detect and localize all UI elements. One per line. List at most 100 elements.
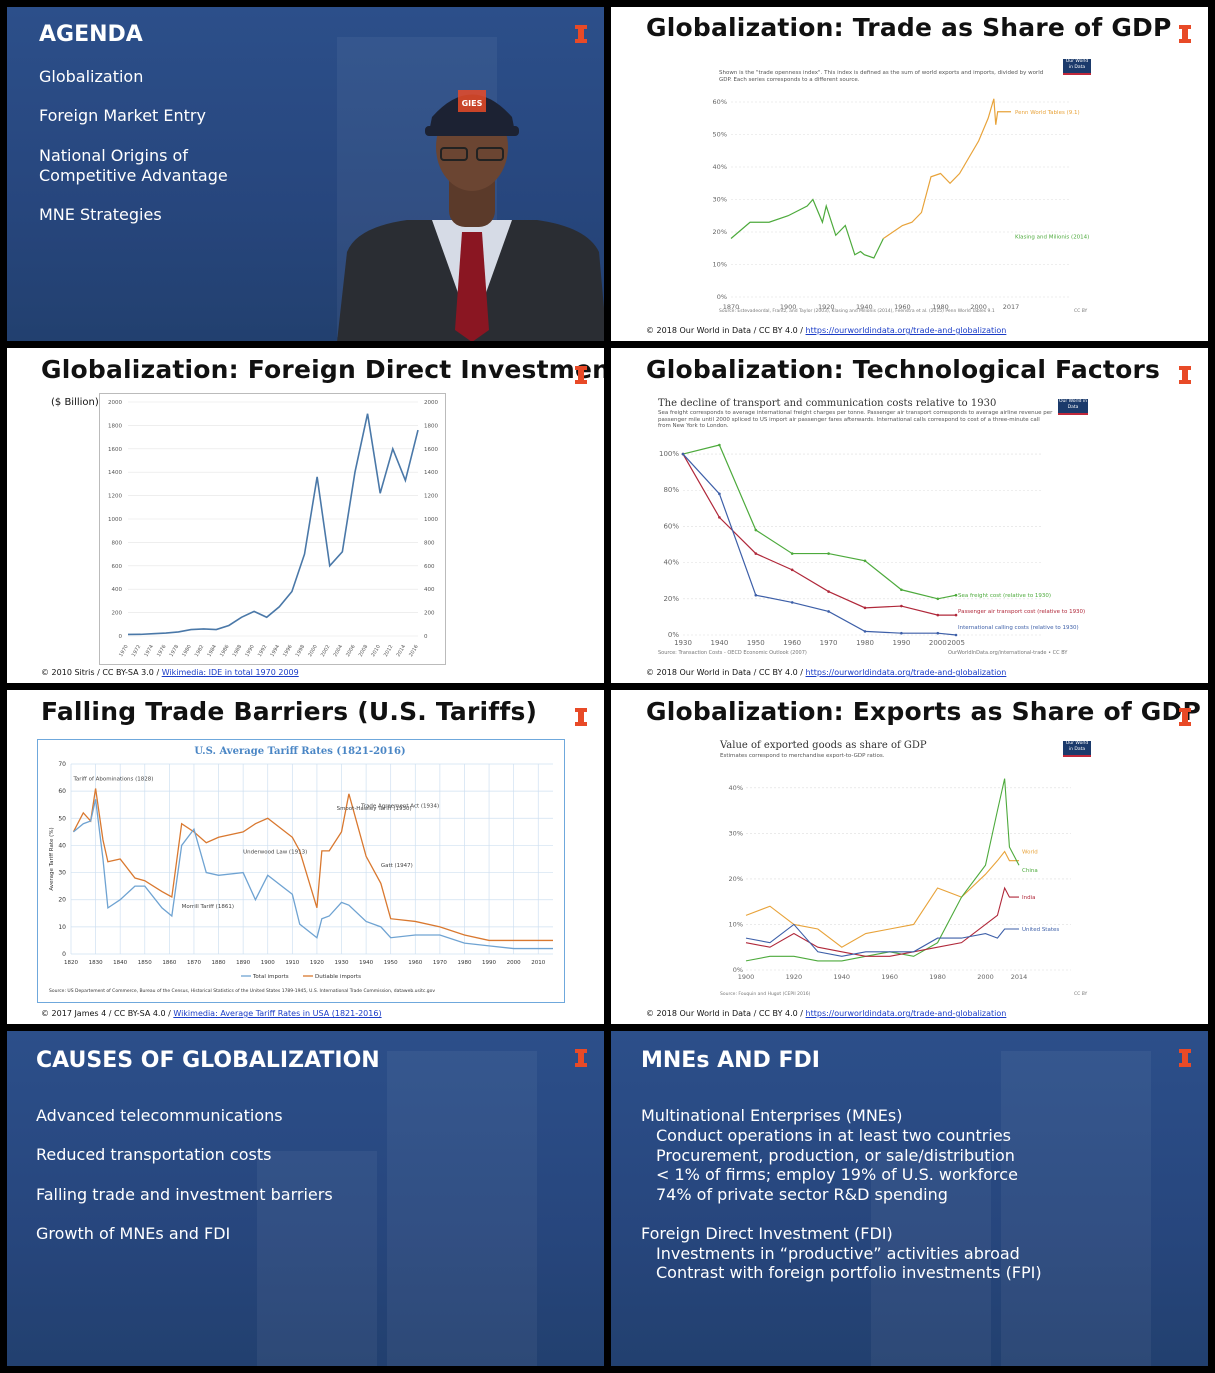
series-line-air-transport-point <box>954 613 958 617</box>
tech-chart: 0% 20% 40% 60% 80% 100% 1930 1940 1950 1960 1970 19… <box>659 443 1085 647</box>
cap-logo-text: GIES <box>462 99 483 108</box>
x-tick-label: 1992 <box>257 644 269 658</box>
tariffs-footer: © 2017 James 4 / CC BY-SA 4.0 / Wikimedi… <box>41 1009 382 1018</box>
illinois-logo-icon <box>575 366 587 384</box>
x-tick-label: 1974 <box>143 644 155 658</box>
x-tick-label: 1920 <box>310 960 324 966</box>
x-tick-label: 1984 <box>206 644 218 658</box>
y-tick-label: 0 <box>119 634 123 640</box>
x-tick-label: 2000 <box>970 303 987 311</box>
x-tick-label: 2017 <box>1003 303 1020 311</box>
y-tick-label-right: 800 <box>424 540 435 546</box>
footer-credit: © 2018 Our World in Data / CC BY 4.0 / <box>646 668 806 677</box>
fdi-sub-portfolio: Contrast with foreign portfolio investme… <box>656 1263 1042 1282</box>
y-tick-label: 20% <box>713 228 727 236</box>
footer-credit: © 2018 Our World in Data / CC BY 4.0 / <box>646 1009 806 1018</box>
tech-license: OurWorldInData.org/international-trade •… <box>948 650 1068 656</box>
x-tick-label: 2014 <box>396 644 408 658</box>
x-tick-label: 1940 <box>834 973 851 981</box>
x-tick-label: 1970 <box>433 960 447 966</box>
illinois-logo-icon <box>575 708 587 726</box>
series-line-sea-freight-point <box>954 593 958 597</box>
series-line-sea-freight-point <box>827 552 830 555</box>
x-tick-label: 1870 <box>187 960 201 966</box>
illinois-logo-icon <box>575 1049 587 1067</box>
chart-annotation: Tariff of Abominations (1828) <box>72 776 153 782</box>
tech-source: Source: Transaction Costs - OECD Economi… <box>658 650 807 656</box>
causes-title: CAUSES OF GLOBALIZATION <box>36 1048 380 1073</box>
trade-gdp-note: Shown is the "trade openness index". Thi… <box>719 70 1044 83</box>
footer-credit: © 2010 Sitris / CC BY-SA 3.0 / <box>41 668 162 677</box>
footer-link[interactable]: Wikimedia: Average Tariff Rates in USA (… <box>173 1009 382 1018</box>
series-line-calling-point <box>936 631 940 635</box>
footer-link[interactable]: https://ourworldindata.org/trade-and-glo… <box>805 326 1007 335</box>
y-tick-label-right: 2000 <box>424 400 438 406</box>
x-tick-label: 2004 <box>333 644 345 658</box>
x-tick-label: 1930 <box>335 960 349 966</box>
series-line-sea-freight-point <box>863 559 867 563</box>
series-line-china <box>745 778 1020 962</box>
x-tick-label: 1950 <box>747 639 765 647</box>
x-tick-label: 1998 <box>295 644 307 658</box>
owid-badge: Our World in Data <box>1063 741 1091 757</box>
x-tick-label: 2000 <box>977 973 994 981</box>
series-line-air-transport-point <box>863 606 867 610</box>
y-tick-label-right: 400 <box>424 587 435 593</box>
y-tick-label: 40% <box>713 163 727 171</box>
fdi-title: Globalization: Foreign Direct Investment <box>41 355 604 384</box>
trade-gdp-footer: © 2018 Our World in Data / CC BY 4.0 / h… <box>646 326 1006 335</box>
chart-annotation: Morrill Tariff (1861) <box>182 904 234 910</box>
x-tick-label: 1980 <box>181 644 193 658</box>
y-tick-label: 10 <box>58 924 66 931</box>
footer-link[interactable]: https://ourworldindata.org/trade-and-glo… <box>805 668 1007 677</box>
series-label-calling: International calling costs (relative to… <box>958 625 1079 631</box>
fdi-heading: Foreign Direct Investment (FDI) <box>641 1224 893 1243</box>
x-tick-label: 1980 <box>457 960 471 966</box>
x-tick-label: 1940 <box>359 960 373 966</box>
footer-credit: © 2018 Our World in Data / CC BY 4.0 / <box>646 326 806 335</box>
x-tick-label: 1972 <box>131 644 143 658</box>
tariffs-chart-title: U.S. Average Tariff Rates (1821-2016) <box>194 746 406 757</box>
series-label-world: World <box>1022 850 1038 856</box>
series-line-air-transport-point <box>936 613 940 617</box>
series-line-air-transport-point <box>900 604 903 608</box>
x-tick-label: 1982 <box>194 644 206 658</box>
illinois-logo-icon <box>575 25 587 43</box>
x-tick-label: 2006 <box>345 644 357 658</box>
series-label-india: India <box>1022 895 1036 901</box>
series-line-calling-point <box>863 630 867 633</box>
mnes-title: MNEs AND FDI <box>641 1048 820 1073</box>
series-line-air-transport-point <box>827 590 830 593</box>
mnes-sub-rd: 74% of private sector R&D spending <box>656 1185 948 1204</box>
y-tick-label: 1600 <box>108 447 122 453</box>
y-tick-label-right: 200 <box>424 611 435 617</box>
y-tick-label: 800 <box>112 540 123 546</box>
owid-badge: Our World in Data <box>1058 399 1088 415</box>
y-tick-label-right: 1400 <box>424 470 438 476</box>
series-line-calling-point <box>900 631 903 635</box>
x-tick-label: 1990 <box>892 639 910 647</box>
x-tick-label: 1986 <box>219 644 231 658</box>
agenda-item-mne-strategies: MNE Strategies <box>39 205 162 224</box>
x-tick-label: 1960 <box>881 973 898 981</box>
x-tick-label: 1970 <box>118 644 130 658</box>
x-tick-label: 1840 <box>113 960 127 966</box>
fdi-footer: © 2010 Sitris / CC BY-SA 3.0 / Wikimedia… <box>41 668 299 677</box>
x-tick-label: 1976 <box>156 644 168 658</box>
y-tick-label: 400 <box>112 587 123 593</box>
footer-credit: © 2017 James 4 / CC BY-SA 4.0 / <box>41 1009 174 1018</box>
series-line-air-transport-point <box>754 552 758 555</box>
series-line-calling-point <box>754 593 758 597</box>
series-label-penn: Penn World Tables (9.1) <box>1015 110 1080 116</box>
fdi-chart: 0 0 200 200 400 400 600 600 800 800 1000 1000 1200 12… <box>99 393 446 665</box>
chart-annotation: Trade Agreement Act (1934) <box>360 803 439 809</box>
slide-tariffs: Falling Trade Barriers (U.S. Tariffs) U.… <box>7 690 604 1024</box>
series-line-calling-point <box>827 610 830 613</box>
series-line-calling-point <box>718 492 721 496</box>
series-line-united-states <box>745 923 1019 957</box>
x-tick-label: 1910 <box>285 960 299 966</box>
x-tick-label: 2000 <box>929 639 947 647</box>
footer-link[interactable]: https://ourworldindata.org/trade-and-glo… <box>805 1009 1007 1018</box>
footer-link[interactable]: Wikimedia: IDE in total 1970 2009 <box>161 668 299 677</box>
x-tick-label: 2000 <box>507 960 521 966</box>
